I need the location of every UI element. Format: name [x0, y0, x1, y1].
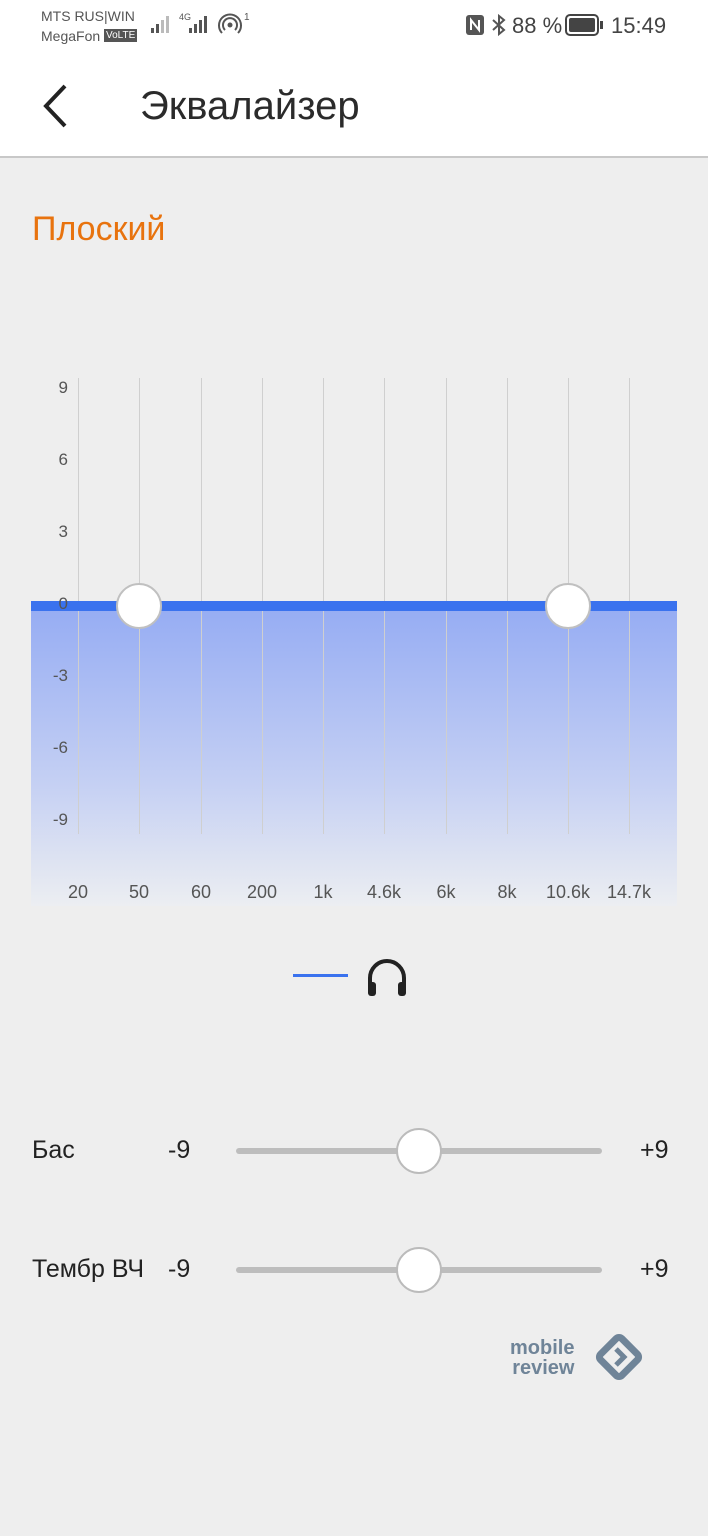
x-tick-label: 200	[246, 882, 278, 902]
y-tick-label: 9	[58, 378, 68, 397]
y-tick-label: 3	[58, 522, 68, 541]
x-tick-label: 6k	[436, 882, 456, 902]
slider-label: Бас	[32, 1136, 75, 1164]
x-tick-label: 20	[67, 882, 89, 902]
slider-max: +9	[640, 1136, 669, 1164]
battery-icon	[565, 14, 603, 36]
clock: 15:49	[611, 13, 667, 38]
status-bar: MTS RUS|WIN MegaFon VoLTE 4G 1 88 % 15:4…	[0, 0, 708, 60]
eq-band-handle[interactable]	[116, 583, 162, 629]
y-tick-label: -9	[52, 810, 68, 829]
slider-thumb[interactable]	[396, 1128, 442, 1174]
y-tick-label: 0	[58, 594, 68, 613]
slider-min: -9	[168, 1255, 191, 1283]
carrier-1: MTS RUS|WIN	[41, 8, 135, 24]
signal-icon	[151, 16, 169, 33]
bluetooth-icon	[492, 13, 506, 37]
x-tick-label: 8k	[497, 882, 517, 902]
network-type: 4G	[179, 12, 192, 22]
x-tick-label: 1k	[313, 882, 333, 902]
hotspot-icon	[218, 13, 242, 34]
hotspot-count: 1	[244, 12, 250, 23]
app-header	[0, 60, 708, 158]
x-tick-label: 14.7k	[606, 882, 652, 902]
slider-label: Тембр ВЧ	[32, 1255, 145, 1283]
eq-curve-line	[31, 601, 677, 611]
eq-area-fill	[31, 601, 677, 906]
signal-icon	[189, 16, 207, 33]
x-tick-label: 10.6k	[545, 882, 591, 902]
watermark: mobile review	[510, 1337, 575, 1379]
chevron-left-icon[interactable]	[38, 82, 72, 130]
slider-max: +9	[640, 1255, 669, 1283]
x-tick-label: 60	[190, 882, 212, 902]
y-tick-label: -3	[52, 666, 68, 685]
slider-thumb[interactable]	[396, 1247, 442, 1293]
mobile-review-logo-icon	[595, 1333, 643, 1381]
page-title: Эквалайзер	[140, 84, 360, 128]
eq-band-handle[interactable]	[545, 583, 591, 629]
nfc-icon	[466, 15, 484, 35]
headphones-icon	[368, 959, 406, 996]
y-tick-label: 6	[58, 450, 68, 469]
slider-min: -9	[168, 1136, 191, 1164]
y-tick-label: -6	[52, 738, 68, 757]
x-tick-label: 50	[128, 882, 150, 902]
volte-badge: VoLTE	[104, 29, 138, 42]
battery-percent: 88 %	[512, 13, 563, 38]
x-tick-label: 4.6k	[366, 882, 402, 902]
preset-selector[interactable]: Плоский	[32, 210, 166, 248]
carrier-2: MegaFon	[41, 28, 101, 44]
legend-line	[293, 974, 348, 977]
